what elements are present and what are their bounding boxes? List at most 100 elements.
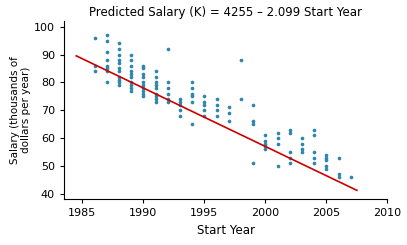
Point — [225, 106, 232, 110]
Point — [140, 66, 147, 70]
Point — [103, 69, 110, 73]
Point — [116, 53, 122, 57]
Point — [177, 108, 183, 112]
Point — [335, 175, 342, 179]
Point — [152, 83, 159, 87]
Point — [128, 86, 134, 90]
Point — [225, 120, 232, 123]
Point — [311, 150, 317, 154]
Point — [164, 92, 171, 96]
Point — [152, 86, 159, 90]
Point — [335, 172, 342, 176]
Point — [128, 64, 134, 68]
Point — [152, 75, 159, 79]
Point — [140, 64, 147, 68]
Point — [287, 161, 293, 165]
Point — [152, 97, 159, 101]
X-axis label: Start Year: Start Year — [197, 224, 255, 237]
Point — [274, 136, 281, 140]
Point — [116, 47, 122, 51]
Point — [116, 61, 122, 65]
Point — [274, 131, 281, 135]
Point — [128, 58, 134, 62]
Point — [287, 150, 293, 154]
Point — [250, 122, 256, 126]
Point — [262, 145, 269, 148]
Point — [213, 97, 220, 101]
Point — [311, 156, 317, 159]
Point — [262, 139, 269, 143]
Point — [177, 114, 183, 118]
Point — [128, 53, 134, 57]
Point — [152, 94, 159, 98]
Point — [323, 153, 330, 157]
Point — [201, 114, 208, 118]
Point — [262, 147, 269, 151]
Point — [116, 75, 122, 79]
Point — [128, 89, 134, 93]
Point — [116, 83, 122, 87]
Point — [311, 161, 317, 165]
Point — [152, 69, 159, 73]
Point — [128, 72, 134, 76]
Point — [177, 100, 183, 104]
Point — [140, 80, 147, 84]
Point — [189, 86, 195, 90]
Point — [262, 142, 269, 146]
Point — [189, 92, 195, 96]
Point — [323, 164, 330, 168]
Point — [177, 103, 183, 107]
Point — [201, 100, 208, 104]
Point — [140, 94, 147, 98]
Point — [91, 36, 98, 40]
Point — [116, 78, 122, 82]
Point — [201, 108, 208, 112]
Point — [323, 156, 330, 159]
Point — [250, 161, 256, 165]
Point — [213, 108, 220, 112]
Point — [164, 80, 171, 84]
Point — [311, 133, 317, 137]
Point — [299, 147, 305, 151]
Point — [189, 94, 195, 98]
Point — [299, 142, 305, 146]
Point — [140, 75, 147, 79]
Point — [164, 97, 171, 101]
Point — [250, 103, 256, 107]
Point — [323, 159, 330, 162]
Point — [116, 80, 122, 84]
Point — [116, 58, 122, 62]
Point — [164, 47, 171, 51]
Point — [140, 72, 147, 76]
Point — [128, 75, 134, 79]
Point — [189, 122, 195, 126]
Point — [140, 86, 147, 90]
Point — [287, 131, 293, 135]
Point — [103, 58, 110, 62]
Point — [201, 94, 208, 98]
Point — [323, 167, 330, 171]
Point — [287, 156, 293, 159]
Point — [213, 103, 220, 107]
Point — [238, 97, 244, 101]
Point — [213, 114, 220, 118]
Point — [152, 92, 159, 96]
Point — [262, 133, 269, 137]
Point — [103, 64, 110, 68]
Point — [335, 156, 342, 159]
Point — [274, 142, 281, 146]
Point — [103, 50, 110, 54]
Point — [91, 64, 98, 68]
Point — [238, 58, 244, 62]
Point — [140, 83, 147, 87]
Point — [103, 33, 110, 37]
Point — [225, 111, 232, 115]
Point — [274, 164, 281, 168]
Point — [299, 136, 305, 140]
Point — [287, 128, 293, 132]
Title: Predicted Salary (K) = 4255 – 2.099 Start Year: Predicted Salary (K) = 4255 – 2.099 Star… — [89, 6, 362, 19]
Point — [164, 86, 171, 90]
Point — [116, 69, 122, 73]
Point — [103, 66, 110, 70]
Point — [177, 97, 183, 101]
